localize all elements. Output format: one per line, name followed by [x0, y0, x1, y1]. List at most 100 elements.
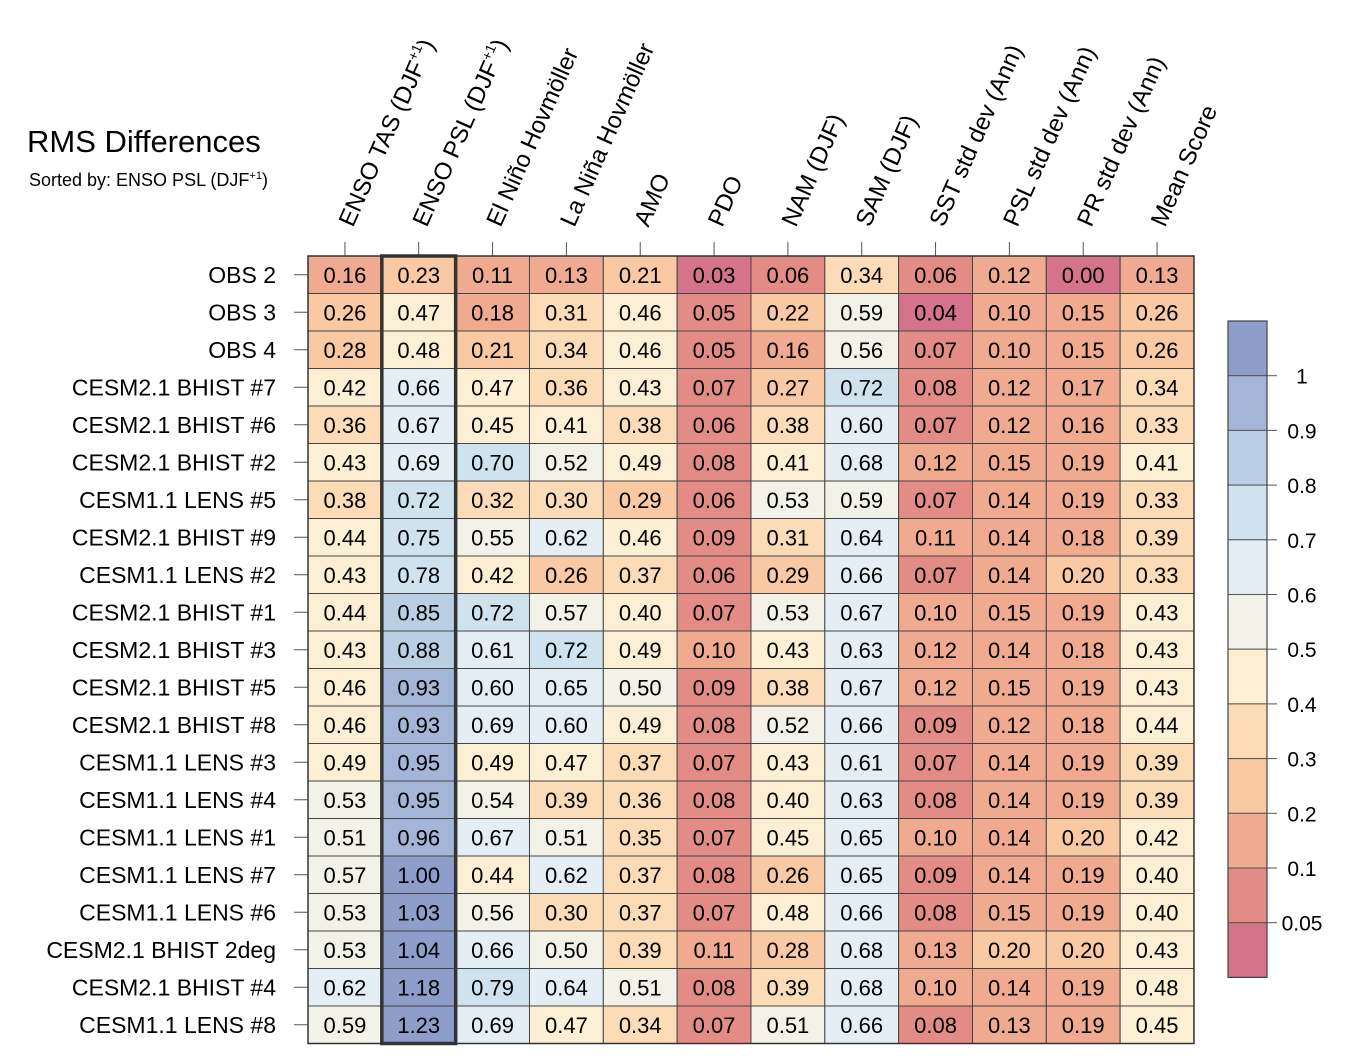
cell-value-label: 0.18 — [1062, 713, 1105, 738]
heatmap-cell — [750, 668, 826, 707]
cell-value-label: 0.19 — [1062, 750, 1105, 775]
cell-value-label: 0.31 — [766, 525, 809, 550]
cell-value-label: 0.18 — [471, 300, 514, 325]
heatmap-cell — [528, 293, 604, 332]
heatmap-cell — [602, 705, 678, 744]
heatmap-cell — [898, 630, 973, 669]
cell-value-label: 0.45 — [471, 413, 514, 438]
cell-value-label: 0.38 — [324, 488, 367, 513]
heatmap-cell — [1045, 855, 1121, 894]
heatmap-cell — [1045, 668, 1121, 707]
heatmap-cell — [971, 780, 1047, 819]
cell-value-label: 0.66 — [840, 563, 883, 588]
column-label-superscript: +1 — [478, 41, 499, 62]
cell-value-label: 0.08 — [914, 1013, 957, 1038]
heatmap-cell — [898, 593, 973, 632]
cell-value-label: 0.19 — [1062, 788, 1105, 813]
row-label: CESM2.1 BHIST #7 — [72, 374, 276, 400]
cell-value-label: 0.38 — [619, 413, 662, 438]
row-label: CESM1.1 LENS #4 — [79, 787, 276, 813]
colorbar-segment — [1227, 812, 1268, 869]
cell-value-label: 0.29 — [619, 488, 662, 513]
heatmap-cell — [381, 593, 457, 632]
heatmap-cell — [750, 705, 826, 744]
heatmap-cell — [824, 855, 900, 894]
cell-value-label: 0.66 — [840, 713, 883, 738]
heatmap-cell — [1119, 930, 1195, 969]
cell-value-label: 0.07 — [693, 825, 736, 850]
cell-value-label: 0.11 — [915, 525, 956, 550]
cell-value-label: 0.46 — [619, 300, 662, 325]
cell-value-label: 0.42 — [1136, 825, 1179, 850]
cell-value-label: 0.13 — [1136, 263, 1179, 288]
cell-value-label: 0.07 — [914, 413, 957, 438]
heatmap-cell — [898, 668, 973, 707]
heatmap-cell — [455, 1005, 530, 1044]
cell-value-label: 0.21 — [471, 338, 514, 363]
colorbar-label: 0.8 — [1287, 475, 1316, 498]
heatmap-cell — [898, 255, 973, 294]
cell-value-label: 0.53 — [766, 600, 809, 625]
cell-value-label: 0.46 — [324, 713, 367, 738]
heatmap-cell — [528, 480, 604, 519]
heatmap-cell — [455, 855, 530, 894]
colorbar-segment — [1227, 429, 1268, 486]
cell-value-label: 0.07 — [693, 375, 736, 400]
row-label: OBS 2 — [208, 262, 276, 288]
cell-value-label: 0.39 — [1136, 525, 1179, 550]
cell-value-label: 0.95 — [397, 788, 440, 813]
cell-value-label: 0.07 — [693, 750, 736, 775]
cell-value-label: 0.05 — [693, 338, 736, 363]
heatmap-cell — [455, 668, 530, 707]
cell-value-label: 0.12 — [988, 413, 1031, 438]
heatmap-cell — [455, 480, 530, 519]
colorbar-segment — [1227, 758, 1268, 814]
column-label-text: NAM (DJF) — [777, 110, 850, 231]
column-labels: ENSO TAS (DJF+1)ENSO PSL (DJF+1)El Niño … — [334, 35, 1223, 256]
row-label: OBS 3 — [208, 299, 276, 325]
cell-value-label: 0.49 — [619, 450, 662, 475]
heatmap-cell — [971, 255, 1047, 294]
heatmap-cell — [824, 968, 900, 1007]
heatmap-cell — [528, 518, 604, 557]
cell-value-label: 0.51 — [619, 975, 662, 1000]
cell-value-label: 0.06 — [766, 263, 809, 288]
heatmap-cell — [307, 668, 383, 707]
heatmap-cell — [455, 443, 530, 482]
colorbar-segment — [1227, 648, 1268, 705]
heatmap-cell — [676, 330, 752, 369]
cell-value-label: 0.65 — [545, 675, 588, 700]
heatmap-cell — [381, 255, 457, 294]
colorbar-label: 0.6 — [1287, 585, 1316, 608]
cell-value-label: 0.14 — [988, 638, 1031, 663]
heatmap-cell — [971, 593, 1047, 632]
heatmap-cell — [307, 593, 383, 632]
cell-value-label: 1.03 — [397, 900, 440, 925]
heatmap-cell — [1045, 1005, 1121, 1044]
heatmap-cell — [750, 480, 826, 519]
cell-value-label: 0.67 — [840, 600, 883, 625]
cell-value-label: 0.55 — [471, 525, 514, 550]
heatmap-cell — [1119, 818, 1195, 857]
cell-value-label: 0.10 — [988, 338, 1031, 363]
cell-value-label: 0.15 — [1062, 300, 1105, 325]
heatmap-cell — [898, 1005, 973, 1044]
column-label-text: Mean Score — [1146, 101, 1223, 230]
cell-value-label: 0.66 — [471, 938, 514, 963]
column-label-superscript: +1 — [404, 41, 425, 62]
cell-value-label: 0.69 — [471, 1013, 514, 1038]
cell-value-label: 0.20 — [1062, 938, 1105, 963]
heatmap-cell — [971, 968, 1047, 1007]
row-label: OBS 4 — [208, 337, 276, 363]
cell-value-label: 0.66 — [397, 375, 440, 400]
cell-value-label: 0.34 — [1136, 375, 1179, 400]
cell-value-label: 0.52 — [545, 450, 588, 475]
cell-value-label: 0.64 — [840, 525, 883, 550]
cell-value-label: 0.15 — [1062, 338, 1105, 363]
cell-value-label: 0.60 — [840, 413, 883, 438]
heatmap-cell — [455, 255, 530, 294]
cell-value-label: 0.39 — [766, 975, 809, 1000]
heatmap-cell — [528, 593, 604, 632]
cell-value-label: 0.16 — [1062, 413, 1105, 438]
cell-value-label: 0.75 — [397, 525, 440, 550]
